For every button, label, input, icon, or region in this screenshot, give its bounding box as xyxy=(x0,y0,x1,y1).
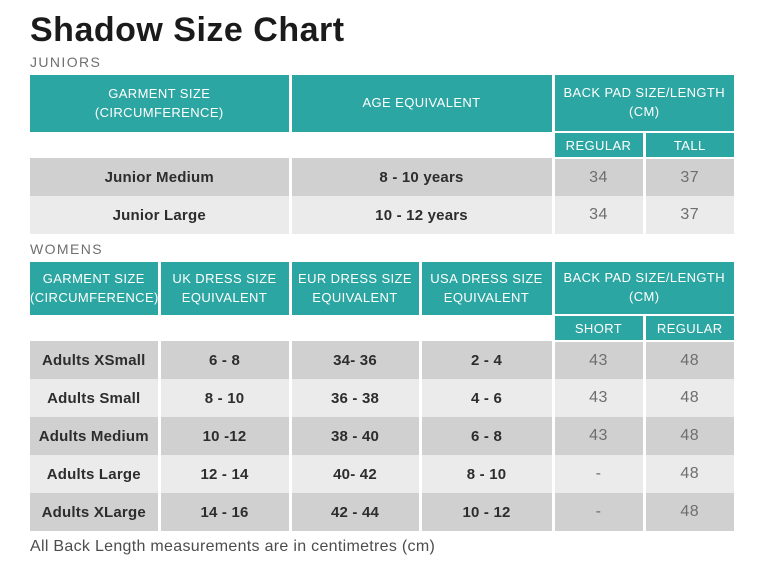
juniors-row-large: Junior Large 10 - 12 years 34 37 xyxy=(30,196,735,235)
usa-size-cell: 6 - 8 xyxy=(418,417,553,456)
uk-size-cell: 8 - 10 xyxy=(157,379,290,418)
womens-row-small: Adults Small 8 - 10 36 - 38 4 - 6 43 48 xyxy=(30,379,735,418)
womens-row-medium: Adults Medium 10 -12 38 - 40 6 - 8 43 48 xyxy=(30,417,735,456)
usa-size-cell: 8 - 10 xyxy=(418,455,553,494)
backpad-tall-cell: 37 xyxy=(642,158,735,197)
garment-size-cell: Junior Medium xyxy=(30,158,290,197)
eur-size-cell: 42 - 44 xyxy=(288,493,420,532)
womens-subheader-short: SHORT xyxy=(551,314,644,343)
womens-header-row: GARMENT SIZE (CIRCUMFERENCE) UK DRESS SI… xyxy=(30,262,735,316)
juniors-subheader-row: REGULAR TALL xyxy=(30,131,735,160)
eur-size-cell: 36 - 38 xyxy=(288,379,420,418)
juniors-subheader-tall: TALL xyxy=(642,131,735,160)
juniors-table: GARMENT SIZE (CIRCUMFERENCE) AGE EQUIVAL… xyxy=(30,75,735,235)
age-equivalent-cell: 8 - 10 years xyxy=(288,158,553,197)
womens-header-uk-dress-size: UK DRESS SIZE EQUIVALENT xyxy=(157,262,290,316)
usa-size-cell: 4 - 6 xyxy=(418,379,553,418)
juniors-section-label: JUNIORS xyxy=(30,54,102,71)
garment-size-cell: Adults XLarge xyxy=(30,493,159,532)
womens-subheader-regular: REGULAR xyxy=(642,314,735,343)
uk-size-cell: 10 -12 xyxy=(157,417,290,456)
womens-row-large: Adults Large 12 - 14 40- 42 8 - 10 - 48 xyxy=(30,455,735,494)
womens-subheader-spacer xyxy=(30,315,553,342)
backpad-regular-cell: 34 xyxy=(551,196,644,235)
backpad-regular-cell: 48 xyxy=(642,455,735,494)
womens-row-xsmall: Adults XSmall 6 - 8 34- 36 2 - 4 43 48 xyxy=(30,341,735,380)
uk-size-cell: 6 - 8 xyxy=(157,341,290,380)
juniors-row-medium: Junior Medium 8 - 10 years 34 37 xyxy=(30,158,735,197)
backpad-short-cell: 43 xyxy=(551,417,644,456)
eur-size-cell: 38 - 40 xyxy=(288,417,420,456)
backpad-short-cell: - xyxy=(551,493,644,532)
womens-header-usa-dress-size: USA DRESS SIZE EQUIVALENT xyxy=(418,262,553,316)
age-equivalent-cell: 10 - 12 years xyxy=(288,196,553,235)
backpad-regular-cell: 34 xyxy=(551,158,644,197)
juniors-header-age-equivalent: AGE EQUIVALENT xyxy=(288,75,553,133)
backpad-tall-cell: 37 xyxy=(642,196,735,235)
backpad-regular-cell: 48 xyxy=(642,341,735,380)
womens-row-xlarge: Adults XLarge 14 - 16 42 - 44 10 - 12 - … xyxy=(30,493,735,532)
womens-subheader-row: SHORT REGULAR xyxy=(30,314,735,343)
garment-size-cell: Adults Large xyxy=(30,455,159,494)
backpad-regular-cell: 48 xyxy=(642,493,735,532)
juniors-header-row: GARMENT SIZE (CIRCUMFERENCE) AGE EQUIVAL… xyxy=(30,75,735,133)
page-title: Shadow Size Chart xyxy=(30,11,345,49)
womens-section-label: WOMENS xyxy=(30,241,103,258)
usa-size-cell: 10 - 12 xyxy=(418,493,553,532)
backpad-short-cell: - xyxy=(551,455,644,494)
juniors-header-garment-size: GARMENT SIZE (CIRCUMFERENCE) xyxy=(30,75,290,133)
womens-table: GARMENT SIZE (CIRCUMFERENCE) UK DRESS SI… xyxy=(30,262,735,532)
measurement-footnote: All Back Length measurements are in cent… xyxy=(30,538,436,556)
backpad-short-cell: 43 xyxy=(551,379,644,418)
womens-header-garment-size: GARMENT SIZE (CIRCUMFERENCE) xyxy=(30,262,159,316)
juniors-subheader-regular: REGULAR xyxy=(551,131,644,160)
garment-size-cell: Adults Medium xyxy=(30,417,159,456)
garment-size-cell: Junior Large xyxy=(30,196,290,235)
uk-size-cell: 14 - 16 xyxy=(157,493,290,532)
juniors-subheader-spacer xyxy=(30,132,553,159)
juniors-header-back-pad: BACK PAD SIZE/LENGTH (CM) xyxy=(551,75,735,133)
womens-header-back-pad: BACK PAD SIZE/LENGTH (CM) xyxy=(551,262,735,316)
eur-size-cell: 40- 42 xyxy=(288,455,420,494)
womens-header-eur-dress-size: EUR DRESS SIZE EQUIVALENT xyxy=(288,262,420,316)
backpad-regular-cell: 48 xyxy=(642,417,735,456)
section-gap xyxy=(30,234,737,241)
backpad-short-cell: 43 xyxy=(551,341,644,380)
uk-size-cell: 12 - 14 xyxy=(157,455,290,494)
eur-size-cell: 34- 36 xyxy=(288,341,420,380)
garment-size-cell: Adults Small xyxy=(30,379,159,418)
garment-size-cell: Adults XSmall xyxy=(30,341,159,380)
usa-size-cell: 2 - 4 xyxy=(418,341,553,380)
backpad-regular-cell: 48 xyxy=(642,379,735,418)
